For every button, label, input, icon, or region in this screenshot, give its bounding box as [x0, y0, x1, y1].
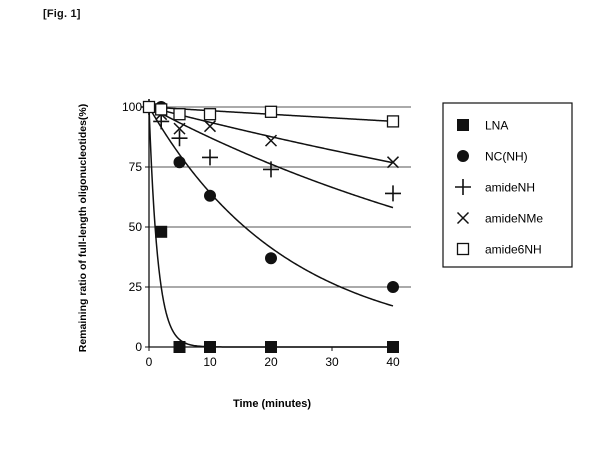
legend-label-amide6nh: amide6NH — [485, 243, 542, 257]
legend: LNA NC(NH) amideNH amideNMe amide6NH — [442, 102, 573, 268]
x-tick-label-20: 20 — [264, 355, 278, 369]
y-tick-label-100: 100 — [122, 100, 142, 114]
marker-amide6nh-t40 — [386, 115, 400, 128]
marker-amide6nh-t2 — [155, 103, 168, 116]
marker-amidenme-t20 — [264, 134, 278, 147]
marker-amide6nh-t5 — [173, 108, 186, 121]
legend-marker-amidenme — [456, 211, 470, 225]
marker-amidenme-t10 — [203, 120, 217, 133]
fit-curve-amidenh — [148, 106, 394, 209]
marker-amidenh-t2 — [153, 113, 170, 130]
fit-curve-amidenme — [148, 106, 394, 164]
x-tick-label-30: 30 — [325, 355, 339, 369]
y-tick-label-25: 25 — [129, 280, 143, 294]
y-tick-label-0: 0 — [135, 340, 142, 354]
figure-label: [Fig. 1] — [43, 8, 81, 20]
marker-nc-nh-t20 — [265, 252, 277, 265]
marker-amidenh-t10 — [202, 149, 218, 166]
x-tick-label-0: 0 — [146, 355, 153, 369]
marker-nc-nh-t40 — [387, 281, 399, 293]
legend-marker-lna — [457, 119, 469, 131]
grid-lines — [149, 106, 411, 288]
marker-lna-t40 — [387, 341, 399, 353]
legend-marker-amide6nh — [456, 242, 470, 256]
y-axis-label: Remaining ratio of full-length oligonucl… — [77, 104, 89, 353]
legend-marker-nc-nh — [457, 150, 469, 162]
marker-amidenme-t40 — [386, 156, 400, 169]
marker-nc-nh-t10 — [204, 189, 216, 202]
marker-amidenme-t5 — [173, 122, 186, 135]
x-axis-label: Time (minutes) — [233, 398, 311, 410]
x-tick-label-40: 40 — [386, 355, 400, 369]
marker-nc-nh-t5 — [173, 156, 186, 169]
marker-lna-t10 — [204, 341, 216, 353]
fit-curve-nc-nh — [148, 106, 394, 307]
marker-amide6nh-t0 — [142, 100, 156, 114]
marker-lna-t5 — [173, 341, 186, 353]
marker-amide6nh-t10 — [203, 108, 217, 121]
marker-amide6nh-t20 — [264, 105, 278, 118]
y-tick-label-75: 75 — [129, 160, 143, 174]
legend-label-lna: LNA — [485, 119, 508, 133]
legend-label-amidenh: amideNH — [485, 181, 535, 195]
data-markers — [141, 99, 401, 353]
marker-lna-t20 — [265, 341, 277, 353]
y-tick-label-50: 50 — [129, 220, 143, 234]
x-tick-label-10: 10 — [203, 355, 217, 369]
marker-amidenh-t40 — [385, 185, 401, 202]
marker-amidenh-t5 — [171, 130, 188, 147]
legend-label-nc-nh: NC(NH) — [485, 150, 528, 164]
marker-lna-t2 — [155, 225, 168, 238]
marker-amidenh-t20 — [263, 161, 279, 178]
legend-marker-amidenh — [455, 179, 471, 195]
axes: 0 25 50 75 100 0 10 20 30 40 — [122, 100, 400, 369]
legend-label-amidenme: amideNMe — [485, 212, 543, 226]
